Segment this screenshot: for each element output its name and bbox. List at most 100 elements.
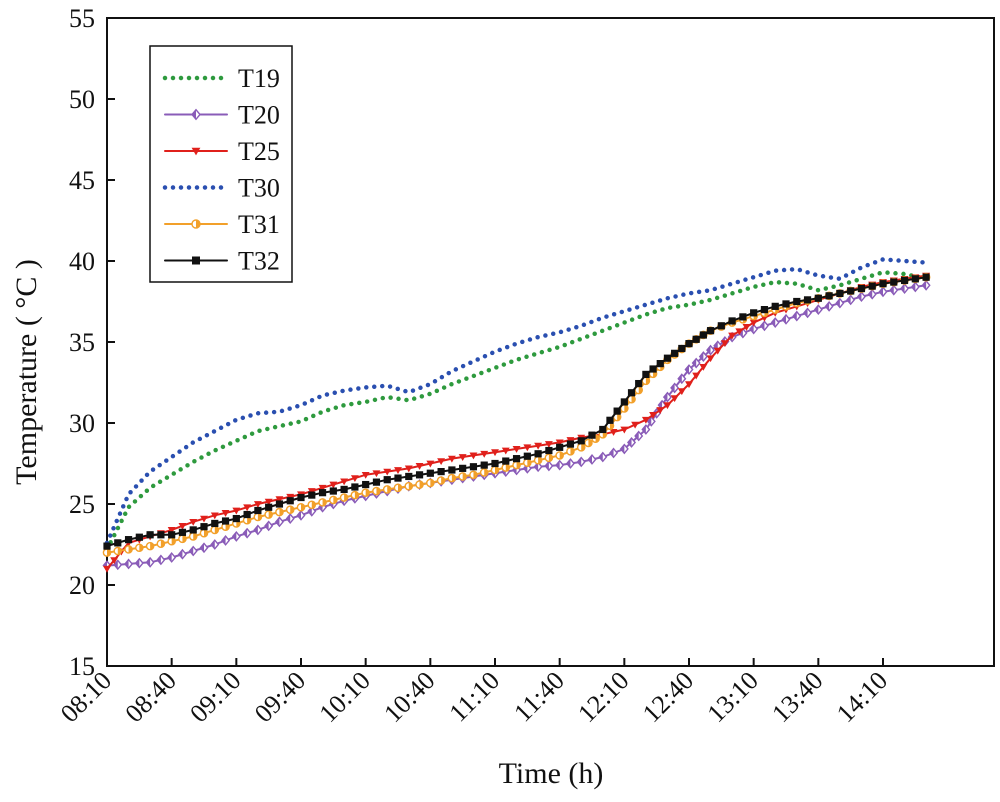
data-point — [684, 364, 694, 375]
x-tick-label: 08:10 — [55, 666, 117, 728]
data-point — [678, 344, 686, 353]
legend-label-T20: T20 — [238, 101, 280, 130]
data-point — [199, 542, 209, 554]
x-tick-label: 10:40 — [378, 666, 440, 728]
data-point — [448, 466, 456, 474]
data-point — [620, 426, 629, 434]
data-point — [620, 404, 629, 413]
data-point — [717, 322, 725, 330]
y-tick-label: 50 — [69, 85, 95, 114]
data-point — [670, 382, 680, 394]
data-point — [437, 468, 445, 476]
data-point — [588, 431, 596, 439]
data-point — [221, 535, 231, 546]
data-point — [124, 558, 134, 570]
data-point — [878, 286, 888, 298]
x-tick-label: 12:40 — [637, 666, 699, 728]
data-point — [577, 437, 585, 445]
data-point — [868, 282, 876, 290]
data-point — [749, 319, 758, 327]
data-point — [329, 481, 338, 489]
data-point — [742, 324, 751, 331]
data-point — [275, 507, 284, 517]
data-point — [576, 442, 586, 452]
x-tick-label: 11:10 — [444, 666, 506, 728]
data-point — [200, 515, 208, 523]
data-point — [771, 302, 779, 310]
data-point — [545, 446, 553, 455]
data-point — [243, 510, 251, 519]
data-point — [469, 452, 478, 460]
data-point — [113, 546, 123, 556]
data-point — [634, 430, 644, 442]
data-point — [856, 291, 866, 303]
y-tick-label: 40 — [69, 247, 95, 276]
data-point — [232, 514, 240, 523]
data-point — [189, 526, 197, 534]
data-point — [415, 471, 424, 479]
data-point — [857, 284, 866, 293]
data-point — [296, 509, 306, 521]
data-point — [566, 440, 575, 448]
x-tick-label: 11:40 — [508, 666, 570, 728]
data-point — [555, 439, 564, 447]
data-point — [619, 443, 629, 455]
data-point — [534, 442, 543, 450]
data-point — [232, 507, 241, 515]
data-point — [782, 300, 790, 308]
data-point — [720, 340, 729, 348]
data-point — [210, 525, 220, 535]
data-point — [867, 288, 877, 300]
data-point — [447, 455, 456, 463]
data-point — [405, 472, 413, 481]
data-point — [556, 443, 564, 451]
data-point — [361, 471, 370, 479]
data-point — [656, 407, 665, 414]
y-tick-label: 45 — [69, 166, 95, 195]
data-point — [760, 306, 769, 314]
data-point — [599, 425, 607, 434]
data-point — [479, 468, 489, 477]
data-point — [846, 294, 856, 306]
data-point — [781, 313, 791, 325]
data-point — [491, 449, 499, 457]
data-point — [459, 464, 467, 472]
data-point — [910, 281, 920, 293]
data-point — [393, 483, 403, 493]
data-point — [394, 467, 402, 474]
data-point — [135, 543, 144, 553]
data-point — [739, 313, 747, 321]
data-point — [813, 304, 823, 316]
data-point — [145, 556, 155, 568]
data-point — [102, 548, 112, 557]
data-point — [793, 297, 801, 306]
data-point — [759, 320, 769, 332]
data-point — [490, 465, 500, 475]
data-point — [253, 501, 262, 508]
data-point — [372, 470, 381, 478]
data-point — [135, 533, 143, 541]
data-point — [469, 470, 478, 480]
y-axis-title: Temperature ( °C ) — [10, 259, 43, 485]
data-point — [113, 559, 123, 571]
data-point — [922, 273, 930, 281]
legend-label-T32: T32 — [238, 247, 280, 276]
data-point — [620, 398, 628, 406]
data-point — [103, 565, 111, 573]
data-point — [584, 438, 593, 448]
data-point — [662, 391, 672, 403]
data-point — [491, 459, 499, 468]
x-axis: 08:10 08:40 09:10 09:40 10:10 10:40 11:10 11:40… — [55, 658, 893, 728]
data-point — [835, 297, 845, 309]
data-point — [188, 545, 198, 557]
data-point — [188, 532, 198, 541]
x-tick-label: 10:10 — [314, 666, 376, 728]
data-point — [221, 510, 230, 517]
data-point — [911, 275, 919, 283]
data-point — [685, 381, 693, 389]
data-point — [243, 504, 252, 512]
data-point — [394, 474, 402, 482]
data-point — [156, 554, 166, 566]
data-point — [242, 527, 252, 539]
data-point — [728, 317, 736, 325]
